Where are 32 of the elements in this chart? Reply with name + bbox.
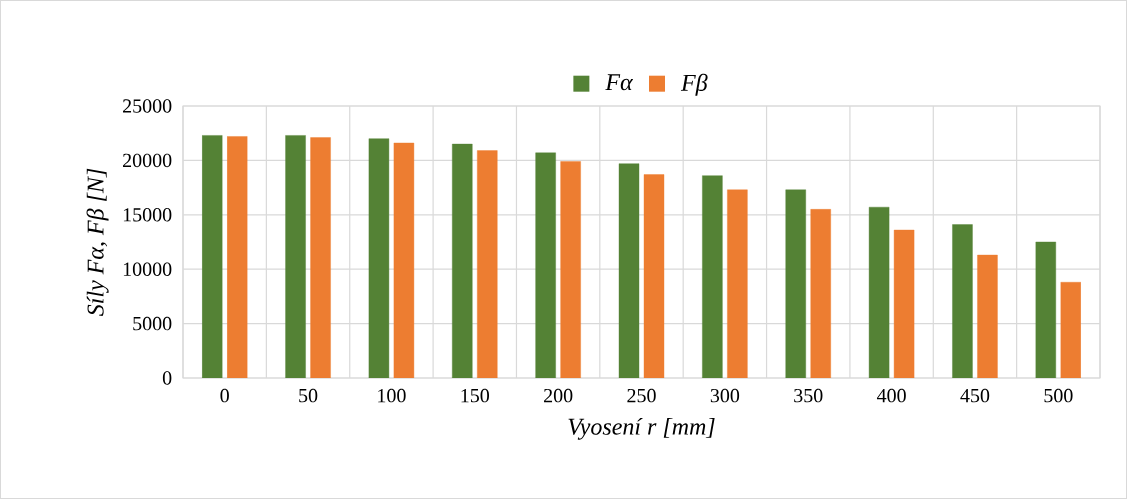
x-axis-title: Vyosení r [mm] [568, 417, 715, 440]
bar [393, 142, 415, 378]
bar [810, 209, 831, 378]
bar [977, 254, 998, 378]
bar [310, 137, 331, 378]
y-tick-label: 5000 [133, 316, 172, 331]
y-axis-title: Síly Fα, Fβ [N] [86, 168, 109, 316]
bar [643, 174, 665, 378]
legend-label: Fβ [680, 73, 708, 96]
bar [226, 136, 248, 378]
x-tick-label: 400 [876, 388, 906, 403]
x-tick-label: 50 [299, 388, 318, 403]
y-tick-label: 15000 [123, 208, 172, 222]
x-tick-label: 250 [627, 388, 656, 403]
x-tick-label: 200 [544, 388, 573, 403]
y-tick-label: 10000 [123, 262, 172, 276]
legend-label: Fα [605, 74, 634, 91]
x-tick-label: 500 [1044, 388, 1073, 403]
bar [893, 229, 915, 378]
bar [727, 189, 748, 378]
y-tick-label: 20000 [123, 153, 172, 168]
x-tick-label: 150 [461, 388, 490, 403]
x-tick-label: 350 [794, 388, 823, 403]
bar [477, 150, 498, 378]
x-tick-label: 450 [960, 388, 990, 403]
x-tick-label: 300 [710, 388, 740, 403]
bar [560, 161, 581, 378]
y-tick-label: 25000 [123, 99, 172, 113]
bar [1060, 282, 1082, 378]
y-tick-label: 0 [162, 371, 172, 385]
x-tick-label: 0 [220, 388, 229, 403]
x-tick-label: 100 [378, 388, 406, 403]
